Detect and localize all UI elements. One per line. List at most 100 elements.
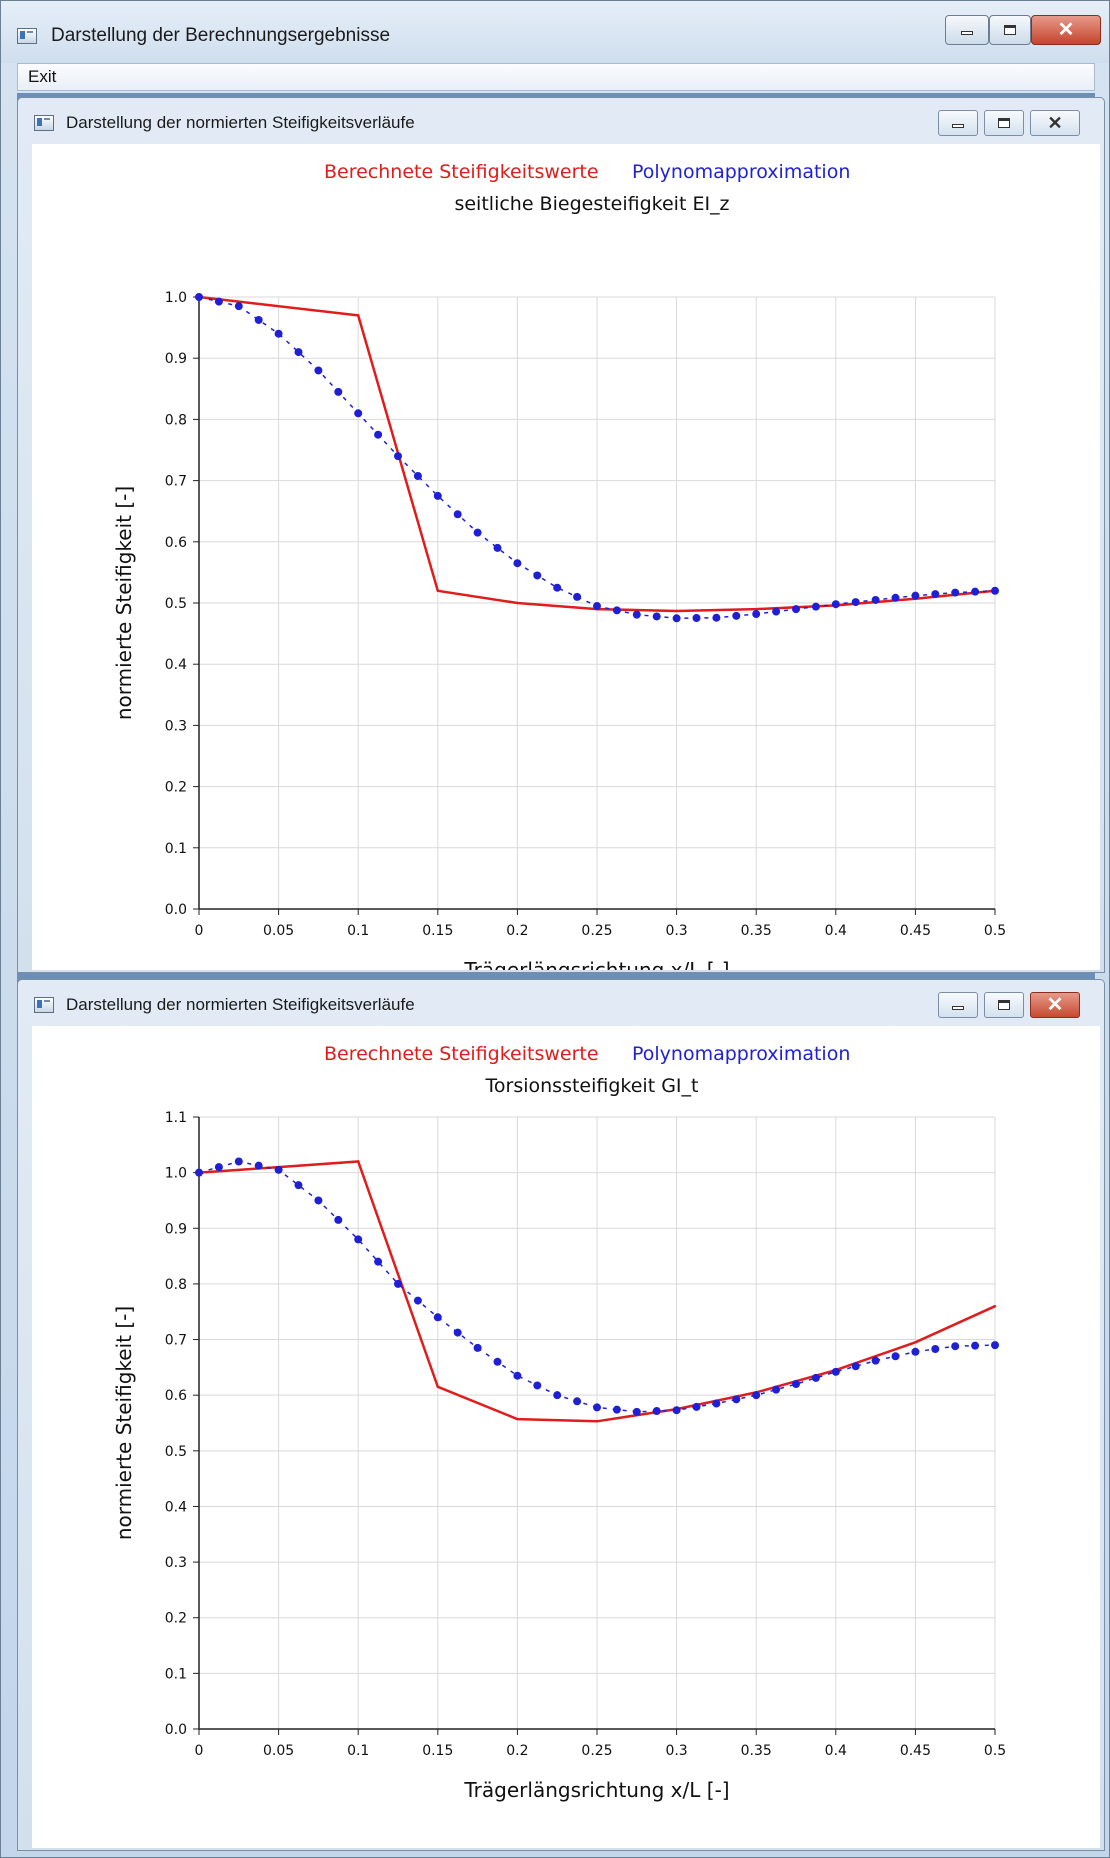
data-point-approx [553, 1391, 562, 1400]
data-point-computed [436, 1385, 439, 1389]
data-point-approx [274, 1165, 283, 1174]
y-tick-label: 0.4 [165, 657, 187, 673]
x-tick-label: 0.5 [984, 923, 1006, 939]
x-tick-label: 0.45 [900, 923, 931, 939]
x-tick-label: 0.15 [422, 923, 453, 939]
x-tick-label: 0.1 [347, 1743, 369, 1759]
legend-approx: Polynomapproximation [632, 161, 850, 183]
x-tick-label: 0.3 [665, 1743, 687, 1759]
data-point-approx [334, 387, 343, 396]
child-minimize-button[interactable] [938, 110, 978, 136]
y-tick-label: 0.5 [165, 1444, 187, 1460]
x-tick-label: 0.35 [741, 1743, 772, 1759]
window-title: Darstellung der Berechnungsergebnisse [51, 25, 391, 46]
window-titlebar[interactable]: Darstellung der Berechnungsergebnisse ✕ [1, 1, 1109, 63]
child-window-icon [34, 115, 54, 131]
data-point-approx [811, 1373, 820, 1382]
y-tick-label: 0.4 [165, 1499, 187, 1515]
y-tick-label: 0.7 [165, 1333, 187, 1349]
x-tick-label: 0.3 [665, 923, 687, 939]
y-tick-label: 0.3 [165, 718, 187, 734]
chart-title: Torsionssteifigkeit GI_t [485, 1075, 699, 1097]
data-point-approx [752, 610, 761, 619]
y-tick-label: 0.0 [165, 1722, 187, 1738]
data-point-approx [792, 1380, 800, 1389]
maximize-icon [998, 118, 1010, 128]
data-point-approx [792, 605, 800, 614]
child-content: Berechnete Steifigkeitswerte Polynomappro… [32, 144, 1100, 982]
data-point-computed [675, 609, 678, 613]
y-tick-label: 0.8 [165, 412, 187, 428]
x-tick-label: 0.25 [581, 923, 612, 939]
data-point-approx [612, 1405, 621, 1414]
data-point-approx [234, 302, 243, 311]
child-titlebar[interactable]: Darstellung der normierten Steifigkeitsv… [18, 98, 1104, 144]
data-point-approx [354, 1235, 363, 1244]
data-point-approx [195, 1168, 203, 1177]
x-tick-label: 0.2 [506, 1743, 528, 1759]
data-point-computed [357, 1160, 360, 1163]
y-tick-label: 1.0 [165, 290, 187, 306]
data-point-approx [294, 1181, 303, 1190]
data-point-approx [971, 1341, 980, 1350]
child-maximize-button[interactable] [984, 110, 1024, 136]
series-line-approx [198, 1160, 996, 1413]
data-point-approx [692, 613, 701, 622]
data-point-approx [334, 1215, 343, 1224]
data-point-approx [593, 602, 601, 611]
child-minimize-button[interactable] [938, 992, 978, 1018]
maximize-button[interactable] [989, 15, 1031, 45]
y-tick-label: 0.1 [165, 1666, 187, 1682]
x-tick-label: 0.05 [263, 923, 294, 939]
data-point-approx [911, 1347, 920, 1356]
data-point-computed [914, 1341, 917, 1344]
child-window-icon [34, 997, 54, 1013]
data-point-approx [473, 528, 482, 537]
minimize-icon [952, 124, 964, 128]
minimize-button[interactable] [945, 15, 989, 45]
data-point-approx [772, 1385, 781, 1394]
data-point-approx [374, 1257, 383, 1266]
data-point-approx [453, 510, 462, 519]
data-point-approx [433, 1313, 442, 1322]
data-point-approx [712, 1399, 721, 1408]
data-point-approx [394, 1279, 402, 1288]
data-point-approx [195, 293, 203, 301]
app-icon [17, 28, 37, 44]
data-point-approx [871, 595, 880, 604]
data-point-approx [712, 613, 721, 622]
y-tick-label: 1.1 [165, 1110, 187, 1126]
child-maximize-button[interactable] [984, 992, 1024, 1018]
data-point-computed [993, 1304, 997, 1308]
data-point-approx [433, 491, 442, 500]
data-point-approx [831, 1367, 840, 1376]
menu-item-exit[interactable]: Exit [28, 67, 57, 86]
child-window-title: Darstellung der normierten Steifigkeitsv… [66, 113, 415, 132]
child-close-button[interactable]: ✕ [1030, 992, 1080, 1018]
x-tick-label: 0.2 [506, 923, 528, 939]
y-tick-label: 0.1 [165, 841, 187, 857]
data-point-approx [672, 614, 681, 623]
data-point-approx [732, 611, 741, 620]
child-window-title: Darstellung der normierten Steifigkeitsv… [66, 995, 415, 1014]
data-point-approx [274, 329, 283, 338]
data-point-approx [931, 590, 940, 599]
data-point-approx [553, 583, 562, 592]
x-tick-label: 0.25 [581, 1743, 612, 1759]
child-close-button[interactable]: ✕ [1030, 110, 1080, 136]
data-point-approx [991, 586, 999, 595]
x-tick-label: 0.4 [825, 923, 847, 939]
data-point-approx [951, 1342, 960, 1351]
y-tick-label: 0.7 [165, 474, 187, 490]
data-point-approx [851, 1362, 860, 1371]
x-tick-label: 0.15 [422, 1743, 453, 1759]
close-button[interactable]: ✕ [1031, 15, 1101, 45]
data-point-computed [357, 314, 360, 317]
child-titlebar[interactable]: Darstellung der normierten Steifigkeitsv… [18, 980, 1104, 1026]
data-point-approx [214, 297, 223, 306]
x-tick-label: 0.05 [263, 1743, 294, 1759]
y-tick-label: 0.6 [165, 1388, 187, 1404]
y-tick-label: 0.5 [165, 596, 187, 612]
x-tick-label: 0 [195, 923, 204, 939]
data-point-approx [951, 588, 960, 597]
